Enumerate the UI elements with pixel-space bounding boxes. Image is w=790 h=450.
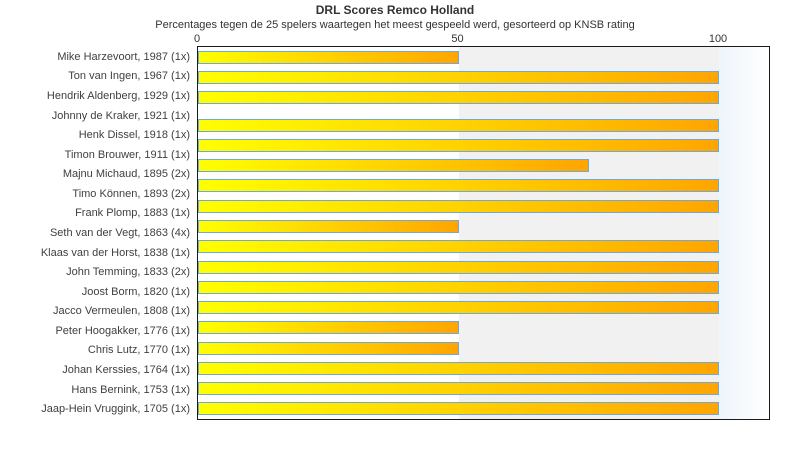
bar-row bbox=[198, 115, 769, 135]
label-row: Chris Lutz, 1770 (1x) bbox=[0, 341, 190, 361]
category-label: Ton van Ingen, 1967 (1x) bbox=[68, 70, 190, 83]
label-row: Klaas van der Horst, 1838 (1x) bbox=[0, 243, 190, 263]
category-label: Frank Plomp, 1883 (1x) bbox=[75, 207, 190, 220]
category-label: Timon Brouwer, 1911 (1x) bbox=[64, 148, 190, 161]
category-label: John Temming, 1833 (2x) bbox=[66, 266, 190, 279]
score-bar bbox=[198, 220, 459, 234]
bar-row bbox=[198, 176, 769, 196]
category-labels: Mike Harzevoort, 1987 (1x) Ton van Ingen,… bbox=[0, 47, 190, 419]
category-label: Hans Bernink, 1753 (1x) bbox=[71, 383, 190, 396]
category-label: Henk Dissel, 1918 (1x) bbox=[78, 129, 190, 142]
label-row: Hans Bernink, 1753 (1x) bbox=[0, 380, 190, 400]
category-label: Seth van der Vegt, 1863 (4x) bbox=[49, 226, 190, 239]
label-row: Peter Hoogakker, 1776 (1x) bbox=[0, 321, 190, 341]
label-row: Johan Kerssies, 1764 (1x) bbox=[0, 360, 190, 380]
category-label: Johnny de Kraker, 1921 (1x) bbox=[51, 109, 190, 122]
score-bar bbox=[198, 260, 719, 274]
bar-row bbox=[198, 338, 769, 358]
bar-row bbox=[198, 297, 769, 317]
band-over-100 bbox=[719, 47, 769, 419]
score-bar bbox=[198, 301, 719, 315]
score-bar bbox=[198, 70, 719, 84]
label-row: Mike Harzevoort, 1987 (1x) bbox=[0, 47, 190, 67]
x-tick-label: 50 bbox=[451, 33, 464, 45]
bar-row bbox=[198, 216, 769, 236]
score-bar bbox=[198, 240, 719, 254]
bar-rows bbox=[198, 47, 769, 419]
label-row: Joost Borm, 1820 (1x) bbox=[0, 282, 190, 302]
plot-area bbox=[197, 46, 770, 420]
category-label: Chris Lutz, 1770 (1x) bbox=[87, 344, 190, 357]
bar-row bbox=[198, 156, 769, 176]
category-label: Jacco Vermeulen, 1808 (1x) bbox=[53, 305, 190, 318]
category-label: Klaas van der Horst, 1838 (1x) bbox=[40, 246, 190, 259]
category-label: Joost Borm, 1820 (1x) bbox=[81, 285, 190, 298]
bar-row bbox=[198, 379, 769, 399]
category-label: Mike Harzevoort, 1987 (1x) bbox=[57, 50, 190, 63]
bar-row bbox=[198, 277, 769, 297]
category-label: Johan Kerssies, 1764 (1x) bbox=[62, 364, 190, 377]
bar-row bbox=[198, 67, 769, 87]
bar-row bbox=[198, 358, 769, 378]
bar-row bbox=[198, 135, 769, 155]
bar-row bbox=[198, 237, 769, 257]
label-row: Majnu Michaud, 1895 (2x) bbox=[0, 164, 190, 184]
category-label: Jaap-Hein Vruggink, 1705 (1x) bbox=[41, 403, 190, 416]
bar-row bbox=[198, 47, 769, 67]
score-bar bbox=[198, 382, 719, 396]
band-50-100 bbox=[459, 47, 719, 419]
label-row: Frank Plomp, 1883 (1x) bbox=[0, 204, 190, 224]
bar-row bbox=[198, 399, 769, 419]
label-row: Jacco Vermeulen, 1808 (1x) bbox=[0, 302, 190, 322]
score-bar bbox=[198, 321, 459, 335]
bar-row bbox=[198, 108, 769, 115]
label-row: Timon Brouwer, 1911 (1x) bbox=[0, 145, 190, 165]
category-label: Hendrik Aldenberg, 1929 (1x) bbox=[46, 89, 190, 102]
x-axis: 0 50 100 bbox=[0, 33, 790, 46]
score-bar bbox=[198, 280, 719, 294]
bar-row bbox=[198, 257, 769, 277]
x-tick-label: 0 bbox=[193, 33, 201, 45]
score-bar bbox=[198, 179, 719, 193]
chart-title: DRL Scores Remco Holland bbox=[315, 3, 475, 17]
label-row: Johnny de Kraker, 1921 (1x) bbox=[0, 106, 190, 126]
chart-subtitle: Percentages tegen de 25 spelers waartege… bbox=[155, 19, 635, 31]
score-bar bbox=[198, 50, 459, 64]
score-bar bbox=[198, 361, 719, 375]
label-row: Seth van der Vegt, 1863 (4x) bbox=[0, 223, 190, 243]
label-row: John Temming, 1833 (2x) bbox=[0, 262, 190, 282]
label-row: Timo Können, 1893 (2x) bbox=[0, 184, 190, 204]
score-bar bbox=[198, 341, 459, 355]
score-bar bbox=[198, 402, 719, 416]
score-bar bbox=[198, 118, 719, 132]
x-tick-label: 100 bbox=[708, 33, 728, 45]
category-label: Majnu Michaud, 1895 (2x) bbox=[62, 168, 190, 181]
bar-row bbox=[198, 88, 769, 108]
label-row: Ton van Ingen, 1967 (1x) bbox=[0, 67, 190, 87]
category-label: Timo Können, 1893 (2x) bbox=[72, 187, 190, 200]
label-row: Hendrik Aldenberg, 1929 (1x) bbox=[0, 86, 190, 106]
bar-row bbox=[198, 196, 769, 216]
label-row: Jaap-Hein Vruggink, 1705 (1x) bbox=[0, 399, 190, 419]
category-label: Peter Hoogakker, 1776 (1x) bbox=[55, 324, 190, 337]
score-bar bbox=[198, 159, 589, 173]
label-row: Henk Dissel, 1918 (1x) bbox=[0, 125, 190, 145]
bar-row bbox=[198, 318, 769, 338]
score-bar bbox=[198, 91, 719, 105]
score-bar bbox=[198, 138, 719, 152]
score-bar bbox=[198, 199, 719, 213]
